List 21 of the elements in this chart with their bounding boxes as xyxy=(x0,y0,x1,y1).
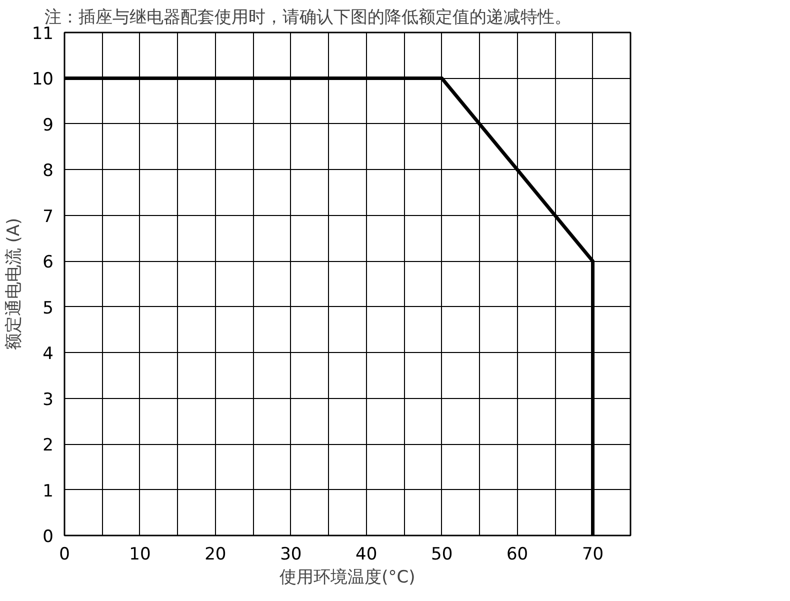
y-tick-label: 5 xyxy=(42,298,54,318)
y-tick-label: 6 xyxy=(42,252,54,273)
y-tick-label: 8 xyxy=(42,161,54,182)
x-tick-label: 20 xyxy=(204,544,226,564)
x-tick-label: 60 xyxy=(506,544,528,564)
y-tick-label: 1 xyxy=(42,481,54,502)
x-tick-label: 10 xyxy=(129,544,151,564)
y-tick-label: 9 xyxy=(42,115,54,136)
y-tick-label: 7 xyxy=(42,206,54,227)
x-tick-label: 50 xyxy=(431,544,453,564)
y-tick-label: 0 xyxy=(42,527,54,547)
x-axis-title: 使用环境温度(°C) xyxy=(280,568,416,588)
y-tick-label: 4 xyxy=(42,344,54,364)
x-tick-label: 70 xyxy=(582,544,604,564)
y-tick-label: 2 xyxy=(42,436,54,456)
x-tick-label: 30 xyxy=(280,544,302,564)
x-tick-label: 40 xyxy=(356,544,378,564)
y-tick-label: 3 xyxy=(42,390,54,410)
x-tick-label: 0 xyxy=(59,544,70,564)
y-axis-title: 额定通电电流 (A) xyxy=(4,218,24,350)
y-tick-label: 10 xyxy=(32,70,54,90)
